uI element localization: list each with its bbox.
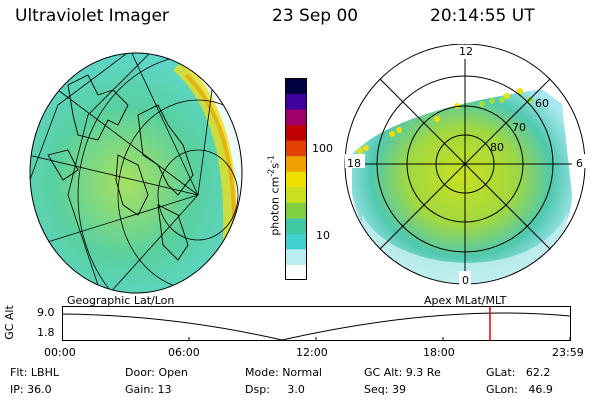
colorbar-stripe [285, 109, 307, 126]
colorbar-stripe [285, 248, 307, 265]
colorbar [285, 78, 307, 280]
info-seq: Seq: 39 [364, 383, 406, 396]
colorbar-stripe [285, 93, 307, 110]
colorbar-unit-label: photon cm-2s-1 [267, 135, 282, 255]
mlt-label-12: 12 [459, 45, 473, 58]
colorbar-stripe [285, 202, 307, 219]
colorbar-stripe [285, 78, 307, 95]
info-gcalt: GC Alt: 9.3 Re [364, 366, 441, 379]
info-dsp-val: 3.0 [287, 383, 305, 396]
colorbar-tick-100: 100 [312, 142, 333, 155]
info-ip-key: IP: [10, 383, 24, 396]
info-door-val: Open [158, 366, 188, 379]
colorbar-stripe [285, 233, 307, 250]
info-flt-key: Flt: [10, 366, 28, 379]
info-glat-key: GLat: [486, 366, 516, 379]
info-mode-val: Normal [282, 366, 322, 379]
info-gain-val: 13 [157, 383, 172, 396]
polar-plot [344, 44, 586, 285]
mlat-label-70: 70 [512, 121, 526, 134]
altitude-xtick-0000: 00:00 [44, 346, 76, 359]
colorbar-stripe [285, 155, 307, 172]
colorbar-stripe [285, 264, 307, 280]
info-gcalt-key: GC Alt: [364, 366, 403, 379]
info-seq-key: Seq: [364, 383, 389, 396]
colorbar-stripe [285, 171, 307, 188]
info-mode-key: Mode: [245, 366, 279, 379]
info-mode: Mode: Normal [245, 366, 322, 379]
altitude-xtick-1200: 12:00 [296, 346, 328, 359]
altitude-ytick-low: 1.8 [37, 326, 55, 339]
colorbar-tick-10: 10 [316, 229, 330, 242]
altitude-xtick-2359: 23:59 [552, 346, 584, 359]
colorbar-stripe [285, 186, 307, 203]
info-gain-key: Gain: [125, 383, 154, 396]
instrument-title: Ultraviolet Imager [15, 6, 169, 26]
info-ip: IP: 36.0 [10, 383, 52, 396]
info-gain: Gain: 13 [125, 383, 172, 396]
info-glat: GLat: 62.2 [486, 366, 550, 379]
unit-text: photon cm [268, 176, 282, 236]
time-label: 20:14:55 UT [430, 6, 535, 26]
geographic-label: Geographic Lat/Lon [67, 294, 175, 307]
info-ip-val: 36.0 [27, 383, 52, 396]
mlat-label-60: 60 [535, 97, 549, 110]
info-glat-val: 62.2 [525, 366, 551, 379]
mlat-label-80: 80 [490, 141, 504, 154]
geographic-image [29, 52, 243, 294]
unit-exp1: -2 [266, 168, 276, 177]
info-door-key: Door: [125, 366, 155, 379]
info-glon-val: 46.9 [528, 383, 553, 396]
mlt-label-18: 18 [347, 157, 361, 170]
altitude-ytick-high: 9.0 [37, 306, 55, 319]
altitude-xtick-0600: 06:00 [168, 346, 200, 359]
unit-mid: s [268, 162, 282, 169]
info-flt: Flt: LBHL [10, 366, 59, 379]
mlt-label-0: 0 [462, 274, 469, 287]
colorbar-stripe [285, 124, 307, 141]
altitude-xtick-1800: 18:00 [423, 346, 455, 359]
apex-label: Apex MLat/MLT [424, 294, 507, 307]
info-door: Door: Open [125, 366, 188, 379]
info-dsp: Dsp: 3.0 [245, 383, 305, 396]
altitude-plot [62, 306, 571, 341]
colorbar-stripe [285, 140, 307, 157]
info-seq-val: 39 [391, 383, 406, 396]
mlt-label-6: 6 [576, 157, 583, 170]
info-flt-val: LBHL [30, 366, 59, 379]
colorbar-stripe [285, 217, 307, 234]
unit-exp2: -1 [266, 155, 276, 163]
info-glon: GLon: 46.9 [486, 383, 553, 396]
info-glon-key: GLon: [486, 383, 518, 396]
info-dsp-key: Dsp: [245, 383, 270, 396]
date-label: 23 Sep 00 [272, 6, 359, 26]
info-gcalt-val: 9.3 Re [405, 366, 441, 379]
altitude-ylabel: GC Alt [2, 305, 16, 340]
